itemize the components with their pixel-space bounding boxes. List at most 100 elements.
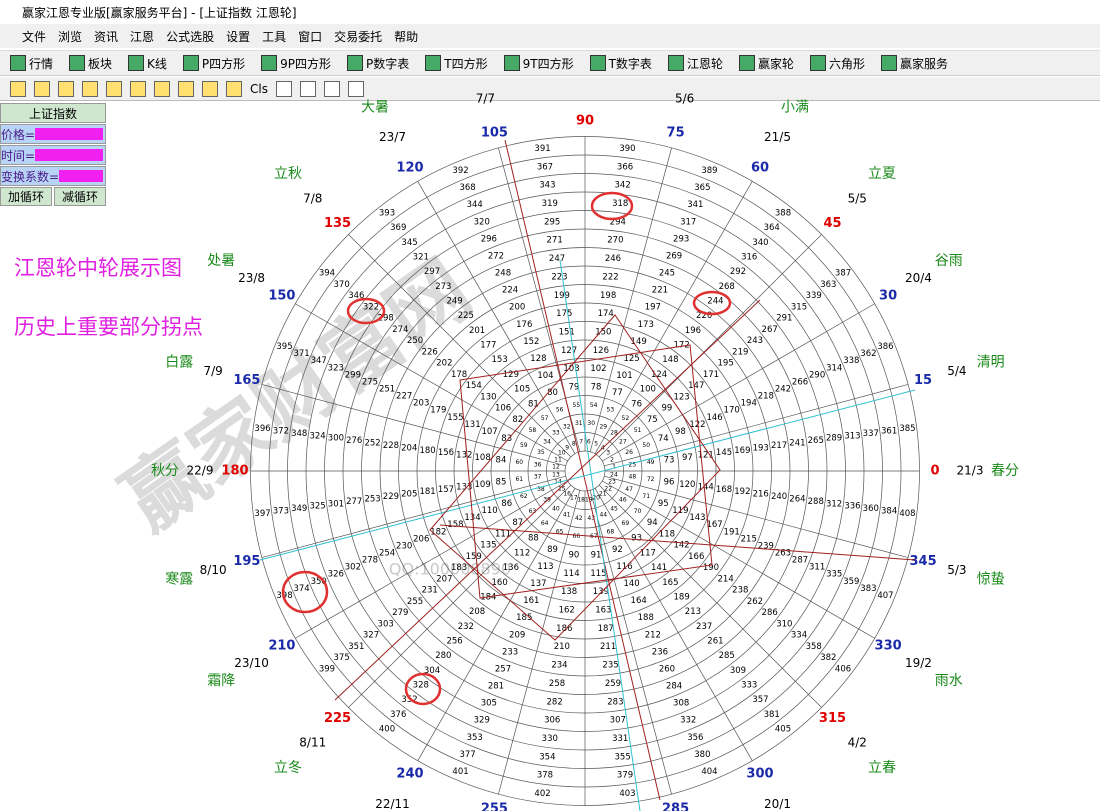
wheel-number: 400 bbox=[379, 725, 395, 735]
wheel-number: 220 bbox=[696, 311, 712, 321]
toolbar-button[interactable]: 板块 bbox=[69, 55, 118, 72]
field-input[interactable] bbox=[35, 128, 103, 140]
wheel-number: 203 bbox=[413, 399, 429, 409]
tool-icon[interactable] bbox=[347, 80, 364, 97]
wheel-number: 287 bbox=[792, 556, 808, 566]
menu-item[interactable]: 工具 bbox=[262, 29, 287, 44]
wheel-number: 300 bbox=[328, 434, 344, 444]
toolbar-button[interactable]: K线 bbox=[128, 55, 173, 72]
tool-icon[interactable] bbox=[299, 80, 316, 97]
menu-item[interactable]: 设置 bbox=[226, 29, 251, 44]
angle-label: 135 bbox=[324, 216, 351, 231]
wheel-number: 41 bbox=[563, 512, 571, 519]
wheel-number: 78 bbox=[591, 382, 602, 392]
wheel-number: 297 bbox=[424, 267, 440, 277]
toolbar-button[interactable]: 9T四方形 bbox=[503, 55, 580, 72]
tool-icon[interactable] bbox=[10, 80, 26, 97]
wheel-number: 3 bbox=[606, 450, 610, 457]
wheel-number: 172 bbox=[674, 341, 690, 351]
toolbar-button[interactable]: 赢家轮 bbox=[738, 55, 800, 72]
wheel-number: 57 bbox=[541, 415, 549, 422]
menu-item[interactable]: 浏览 bbox=[58, 29, 83, 44]
wheel-number: 312 bbox=[826, 499, 842, 509]
tool-icon[interactable] bbox=[154, 80, 170, 97]
wheel-number: 5 bbox=[594, 440, 598, 447]
toolbar-label: 六角形 bbox=[828, 56, 865, 71]
wheel-number: 199 bbox=[554, 291, 570, 301]
ring bbox=[564, 450, 606, 492]
wheel-number: 76 bbox=[631, 399, 642, 409]
menu-item[interactable]: 窗口 bbox=[298, 29, 323, 44]
toolbar-button[interactable]: 江恩轮 bbox=[667, 55, 729, 72]
wheel-number: 327 bbox=[363, 631, 379, 641]
field-input[interactable] bbox=[35, 149, 103, 161]
wheel-number: 255 bbox=[407, 597, 423, 607]
field-input[interactable] bbox=[59, 170, 103, 182]
wheel-number: 208 bbox=[469, 607, 485, 617]
wheel-number: 280 bbox=[435, 651, 451, 661]
toolbar-button[interactable]: T四方形 bbox=[425, 55, 493, 72]
wheel-number: 46 bbox=[619, 497, 627, 504]
wheel-number: 113 bbox=[537, 562, 553, 572]
date-label: 4/2 bbox=[848, 736, 867, 750]
tool-icon[interactable] bbox=[275, 80, 292, 97]
toolbar-label: 板块 bbox=[88, 56, 113, 71]
wheel-number: 32 bbox=[563, 423, 571, 430]
menu-item[interactable]: 文件 bbox=[22, 29, 47, 44]
cls-button[interactable]: Cls bbox=[250, 81, 268, 96]
panel-button[interactable]: 加循环 bbox=[0, 186, 52, 206]
toolbar-button[interactable]: P四方形 bbox=[182, 55, 251, 72]
menu-item[interactable]: 帮助 bbox=[394, 29, 419, 44]
wheel-number: 209 bbox=[509, 630, 525, 640]
wheel-number: 152 bbox=[523, 337, 539, 347]
wheel-number: 406 bbox=[835, 664, 851, 674]
wheel-number: 249 bbox=[446, 297, 462, 307]
toolbar-button[interactable]: 六角形 bbox=[809, 55, 871, 72]
angle-label: 285 bbox=[662, 802, 689, 811]
angle-label: 90 bbox=[576, 114, 594, 129]
tool-icon[interactable] bbox=[226, 80, 242, 97]
tool-icon[interactable] bbox=[178, 80, 194, 97]
toolbar-button[interactable]: P数字表 bbox=[347, 55, 415, 72]
toolbar-button[interactable]: 赢家服务 bbox=[880, 55, 954, 72]
wheel-number: 333 bbox=[741, 681, 757, 691]
wheel-number: 39 bbox=[543, 497, 551, 504]
wheel-number: 56 bbox=[556, 406, 564, 413]
wheel-number: 170 bbox=[724, 406, 740, 416]
wheel-number: 167 bbox=[706, 520, 722, 530]
menu-item[interactable]: 江恩 bbox=[130, 29, 155, 44]
wheel-number: 309 bbox=[730, 666, 746, 676]
angle-label: 255 bbox=[481, 802, 508, 811]
menu-item[interactable]: 资讯 bbox=[94, 29, 119, 44]
wheel-number: 267 bbox=[762, 325, 778, 335]
tool-icon[interactable] bbox=[106, 80, 122, 97]
tool-icon[interactable] bbox=[34, 80, 50, 97]
tool-icon[interactable] bbox=[82, 80, 98, 97]
wheel-number: 231 bbox=[422, 586, 438, 596]
spoke bbox=[348, 234, 572, 458]
ring bbox=[379, 265, 791, 677]
tool-icon[interactable] bbox=[130, 80, 146, 97]
panel-button[interactable]: 减循环 bbox=[54, 186, 106, 206]
panel-buttons: 加循环 减循环 bbox=[0, 186, 106, 206]
wheel-number: 359 bbox=[843, 577, 859, 587]
wheel-number: 372 bbox=[273, 426, 289, 436]
toolbar-label: K线 bbox=[147, 56, 167, 71]
toolbar-button[interactable]: 9P四方形 bbox=[261, 55, 337, 72]
wheel-number: 218 bbox=[758, 392, 774, 402]
menu-item[interactable]: 公式选股 bbox=[166, 29, 215, 44]
wheel-number: 109 bbox=[475, 480, 491, 490]
wheel-number: 73 bbox=[664, 455, 675, 465]
wheel-number: 325 bbox=[309, 502, 325, 512]
menu-item[interactable]: 交易委托 bbox=[334, 29, 383, 44]
wheel-number: 158 bbox=[447, 520, 463, 530]
ring bbox=[490, 376, 680, 566]
angle-label: 300 bbox=[746, 767, 773, 782]
wheel-number: 385 bbox=[899, 424, 915, 434]
tool-icon[interactable] bbox=[323, 80, 340, 97]
toolbar-button[interactable]: T数字表 bbox=[589, 55, 658, 72]
tool-icon[interactable] bbox=[58, 80, 74, 97]
wheel-number: 61 bbox=[515, 476, 523, 483]
tool-icon[interactable] bbox=[202, 80, 218, 97]
toolbar-button[interactable]: 行情 bbox=[10, 55, 59, 72]
